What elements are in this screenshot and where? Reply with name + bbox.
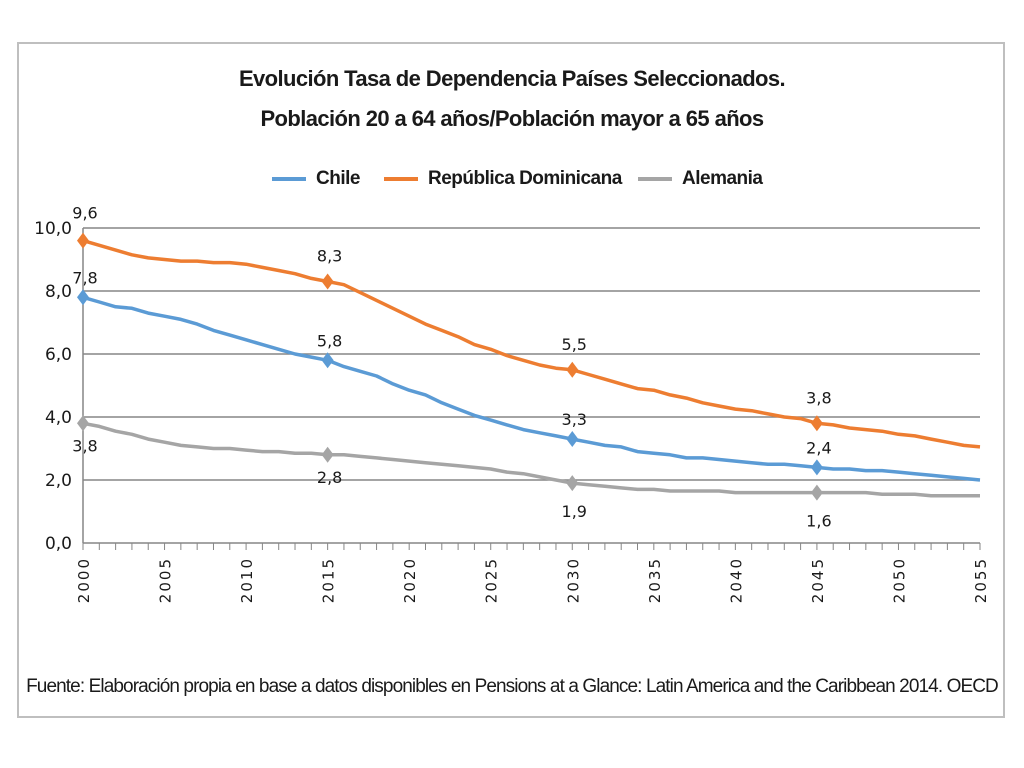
source-note: Fuente: Elaboración propia en base a dat…	[26, 676, 999, 697]
series-line-alemania	[82, 421, 980, 498]
x-tick-label: 2040	[727, 557, 745, 603]
legend-label-chile: Chile	[316, 168, 360, 189]
data-label: 2,8	[317, 468, 342, 487]
legend-swatch-alemania	[638, 177, 672, 181]
legend-swatch-republica-dominicana	[384, 177, 418, 181]
legend-item-chile: Chile	[272, 168, 360, 190]
chart-subtitle: Población 20 a 64 años/Población mayor a…	[260, 106, 764, 131]
y-tick-label: 6,0	[45, 345, 72, 365]
data-label: 3,3	[562, 410, 587, 429]
x-tick-label: 2030	[564, 557, 582, 603]
legend-swatch-chile	[272, 177, 306, 181]
x-tick-label: 2010	[238, 557, 256, 603]
x-tick-label: 2015	[320, 557, 338, 603]
data-marker	[566, 431, 579, 448]
data-label: 2,4	[806, 438, 831, 457]
x-tick-label: 2025	[483, 557, 501, 603]
legend-item-alemania: Alemania	[638, 168, 763, 190]
data-marker	[566, 475, 579, 492]
data-label: 5,8	[317, 331, 342, 350]
data-label: 8,3	[317, 247, 342, 266]
data-label: 5,5	[562, 335, 587, 354]
data-label: 1,6	[806, 512, 831, 531]
data-marker	[77, 415, 89, 432]
data-marker	[566, 361, 579, 378]
x-tick-label: 2020	[401, 557, 419, 603]
y-tick-label: 8,0	[45, 282, 72, 302]
data-marker	[321, 273, 334, 290]
y-tick-label: 2,0	[45, 471, 72, 491]
data-label: 3,8	[806, 388, 831, 407]
data-marker	[810, 459, 823, 476]
data-label: 9,6	[72, 204, 97, 223]
data-label: 3,8	[72, 436, 97, 455]
data-marker	[321, 352, 334, 369]
legend: Chile República Dominicana Alemania	[0, 168, 1024, 192]
data-marker	[810, 415, 823, 432]
legend-item-republica-dominicana: República Dominicana	[384, 168, 622, 190]
data-marker	[321, 446, 334, 463]
data-label: 7,8	[72, 268, 97, 287]
series-line-chile	[82, 295, 981, 482]
x-tick-label: 2005	[157, 557, 175, 603]
data-marker	[77, 232, 89, 249]
x-tick-label: 2035	[646, 557, 664, 603]
series-line-rep-blica-dominicana	[82, 238, 981, 449]
data-marker	[77, 289, 89, 306]
x-tick-label: 2000	[75, 557, 93, 603]
y-tick-label: 4,0	[45, 408, 72, 428]
chart-frame	[17, 42, 1005, 718]
x-tick-label: 2045	[809, 557, 827, 603]
y-tick-label: 0,0	[45, 534, 72, 554]
data-marker	[810, 484, 823, 501]
chart-title: Evolución Tasa de Dependencia Países Sel…	[238, 66, 786, 91]
legend-label-republica-dominicana: República Dominicana	[428, 168, 622, 189]
y-tick-label: 10,0	[34, 219, 72, 239]
x-tick-label: 2055	[972, 557, 990, 603]
x-tick-label: 2050	[890, 557, 908, 603]
data-label: 1,9	[562, 502, 587, 521]
legend-label-alemania: Alemania	[682, 168, 763, 189]
